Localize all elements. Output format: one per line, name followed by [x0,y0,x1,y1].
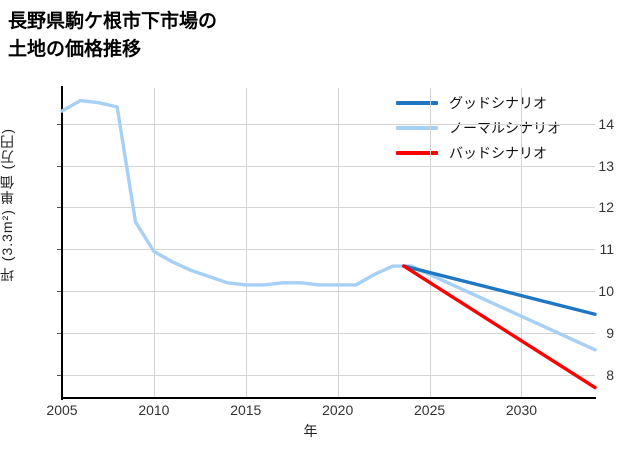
x-axis-label: 年 [303,423,318,439]
y-tick-mark-10 [57,291,61,293]
y-tick-label: 14 [598,115,614,132]
page-title: 長野県駒ケ根市下市場の 土地の価格推移 [8,11,218,60]
gridline-x-2020 [337,88,339,398]
legend-item-good[interactable]: グッドシナリオ [396,90,606,115]
legend-swatch-good [396,100,438,105]
x-tick-label: 2015 [230,402,262,418]
y-tick-mark-12 [57,207,61,209]
y-tick-mark-8 [57,374,61,376]
series-line-グッドシナリオ [402,264,597,316]
legend-label-normal: ノーマルシナリオ [449,119,561,136]
vertical-gridlines [62,88,595,398]
gridline-y-8 [62,374,595,376]
x-tick-label: 2025 [414,402,446,418]
y-tick-label: 9 [606,325,614,342]
x-axis-spine [61,397,596,399]
gridline-y-11 [62,249,595,251]
gridline-x-2010 [153,88,155,398]
x-tick-label: 2005 [46,402,78,418]
horizontal-gridlines [62,88,595,398]
gridline-x-2015 [245,88,247,398]
gridline-y-9 [62,333,595,335]
y-tick-label: 12 [598,199,614,216]
legend-label-bad: バッドシナリオ [449,144,547,161]
y-tick-label: 10 [598,283,614,300]
series-line-バッドシナリオ [402,264,597,390]
gridline-y-14 [62,123,595,125]
y-tick-label: 11 [599,241,614,258]
legend-item-normal[interactable]: ノーマルシナリオ [396,115,606,140]
gridline-x-2030 [521,88,523,398]
y-tick-label: 8 [606,366,614,383]
gridline-x-2025 [429,88,431,398]
series-line-ノーマルシナリオ [60,98,597,352]
chart-legend: グッドシナリオ ノーマルシナリオ バッドシナリオ [396,90,606,165]
y-tick-mark-13 [57,165,61,167]
legend-swatch-normal [396,125,438,130]
y-tick-mark-11 [57,249,61,251]
legend-item-bad[interactable]: バッドシナリオ [396,140,606,165]
y-tick-label: 13 [598,157,614,174]
y-tick-mark-9 [57,333,61,335]
y-axis-spine [61,86,63,400]
legend-label-good: グッドシナリオ [449,94,547,111]
y-tick-mark-14 [57,123,61,125]
x-tick-label: 2010 [138,402,170,418]
x-tick-label: 2030 [505,402,538,418]
legend-swatch-bad [396,150,438,155]
gridline-y-12 [62,207,595,209]
x-tick-label: 2020 [322,402,354,418]
gridline-y-13 [62,165,595,167]
gridline-y-10 [62,291,595,293]
